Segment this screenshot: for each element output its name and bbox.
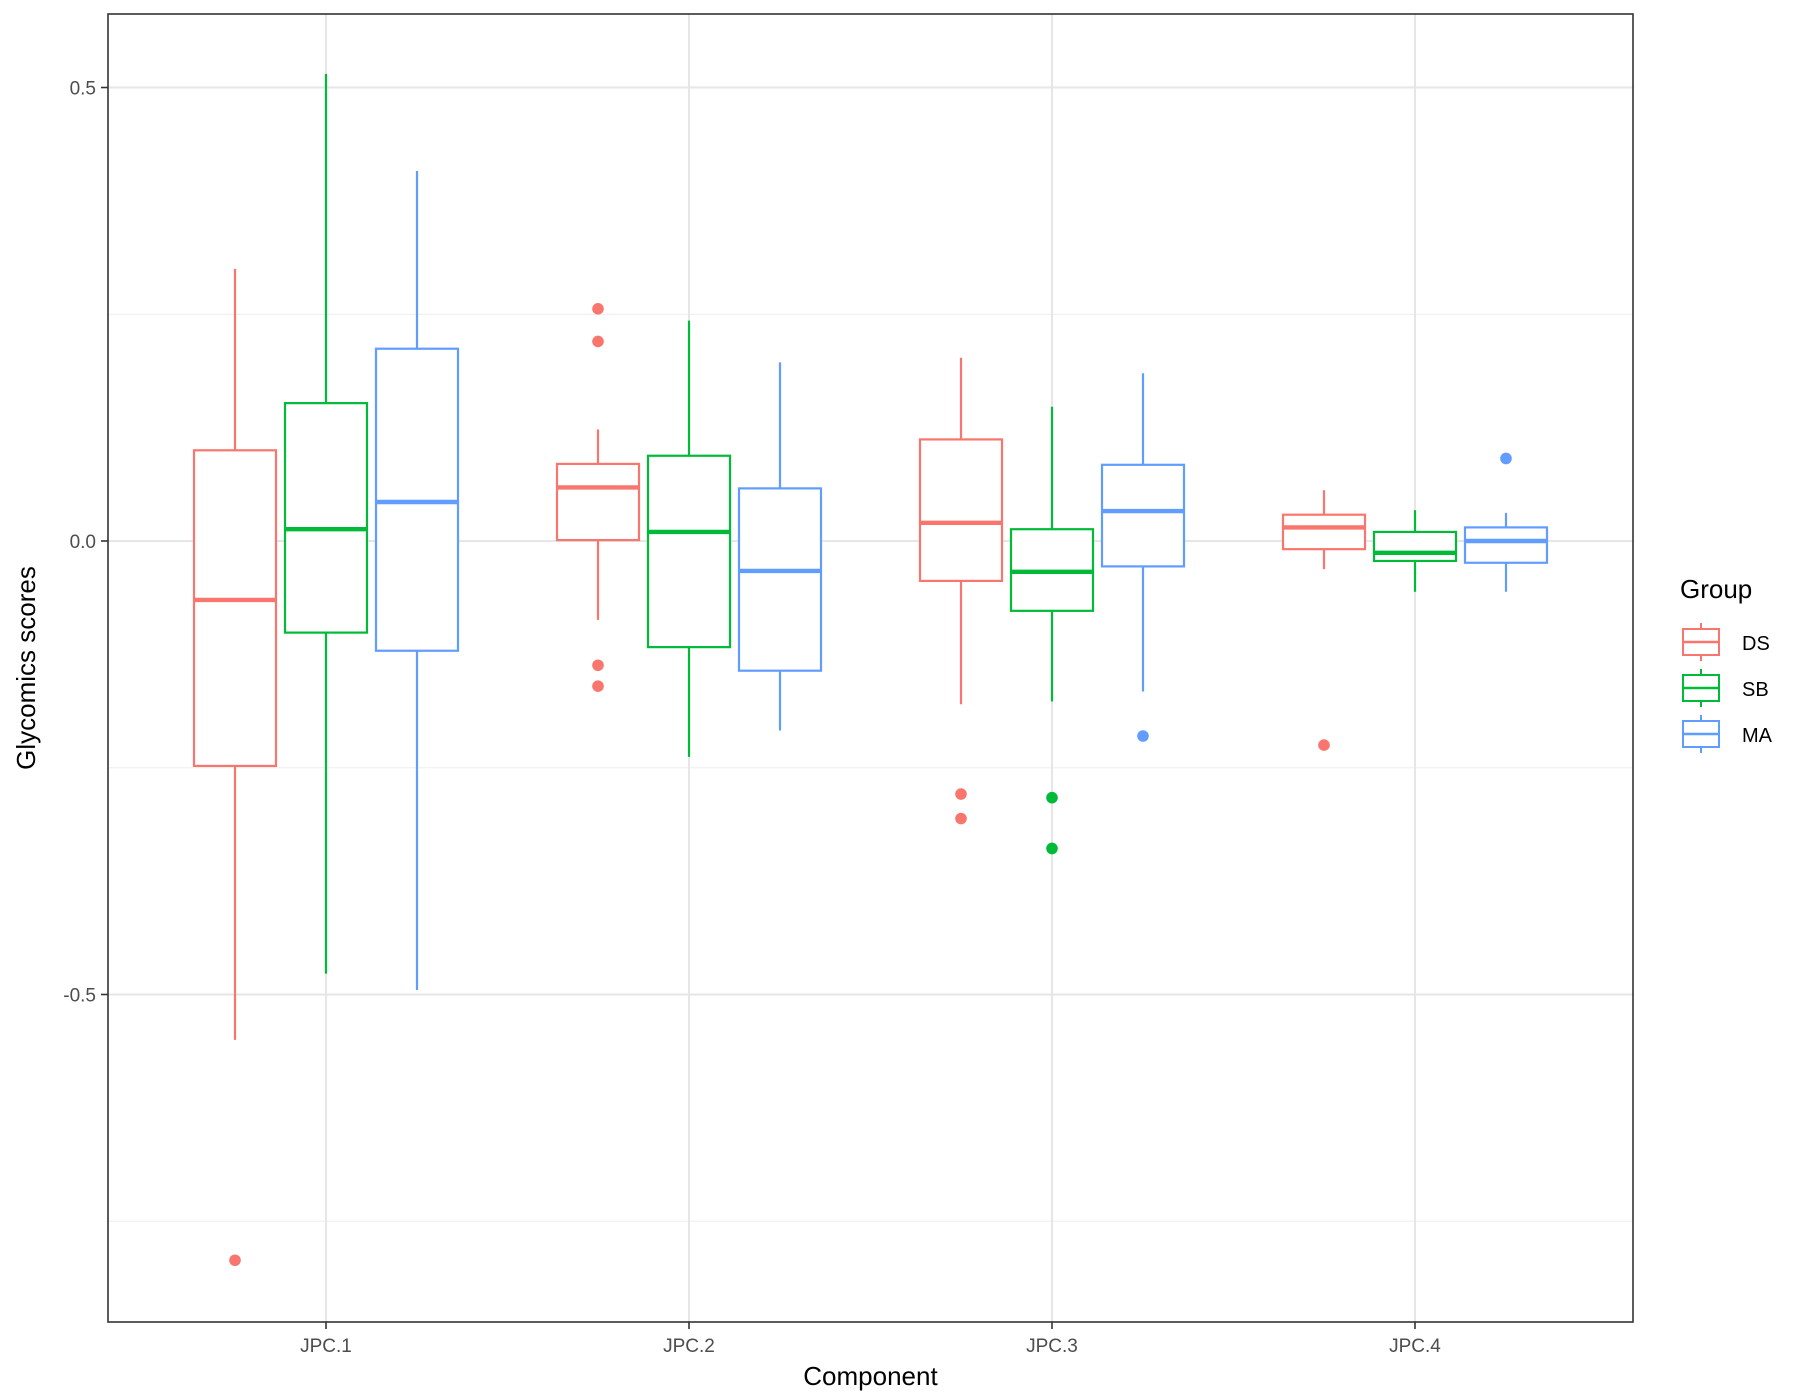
box-iqr	[918, 438, 1004, 583]
box-MA-JPC.3	[1100, 373, 1186, 742]
box-MA-JPC.2	[737, 362, 823, 731]
x-tick-label: JPC.2	[663, 1336, 715, 1357]
outlier-point	[1318, 739, 1330, 751]
legend-label: SB	[1742, 679, 1769, 701]
box-iqr	[1372, 530, 1458, 563]
box-iqr	[737, 487, 823, 672]
box-iqr	[555, 462, 641, 542]
box-iqr	[646, 454, 732, 649]
outlier-point	[955, 788, 967, 800]
box-MA-JPC.1	[374, 170, 460, 990]
box-SB-JPC.4	[1372, 510, 1458, 592]
box-iqr	[192, 449, 278, 768]
x-tick-label: JPC.4	[1389, 1336, 1441, 1357]
box-SB-JPC.3	[1009, 406, 1095, 855]
x-axis-title: Component	[803, 1361, 938, 1391]
plot-panel-border	[107, 13, 1634, 1323]
y-axis-title: Glycomics scores	[11, 566, 41, 770]
axes: 0.5 0.0 -0.5 JPC.1 JPC.2 JPC.3 JPC.4	[63, 79, 1441, 1358]
outlier-point	[592, 303, 604, 315]
legend-item-DS: DS	[1682, 623, 1770, 661]
x-tick-label: JPC.3	[1026, 1336, 1078, 1357]
legend-label: DS	[1742, 633, 1770, 655]
legend: Group DS SB MA	[1680, 574, 1773, 753]
box-SB-JPC.2	[646, 320, 732, 757]
legend-label: MA	[1742, 725, 1773, 747]
y-tick-label: 0.0	[70, 532, 96, 553]
box-iqr	[374, 347, 460, 652]
outlier-point	[1137, 730, 1149, 742]
box-iqr	[1463, 526, 1549, 564]
outlier-point	[229, 1254, 241, 1267]
outlier-point	[592, 659, 604, 672]
outlier-point	[592, 680, 604, 692]
y-tick-label: -0.5	[63, 986, 96, 1007]
box-DS-JPC.1	[192, 268, 278, 1267]
outlier-point	[592, 335, 604, 348]
box-iqr	[1281, 513, 1367, 551]
box-MA-JPC.4	[1463, 452, 1549, 592]
outlier-point	[1046, 842, 1058, 855]
box-DS-JPC.2	[555, 303, 641, 692]
legend-item-SB: SB	[1682, 669, 1769, 707]
y-tick-label: 0.5	[70, 79, 96, 100]
legend-item-MA: MA	[1682, 715, 1773, 753]
legend-title: Group	[1680, 574, 1752, 604]
x-tick-label: JPC.1	[300, 1336, 352, 1357]
box-iqr	[1100, 463, 1186, 568]
outlier-point	[1046, 791, 1058, 804]
box-DS-JPC.3	[918, 357, 1004, 825]
box-iqr	[283, 402, 369, 634]
outlier-point	[1500, 452, 1512, 465]
box-DS-JPC.4	[1281, 490, 1367, 751]
box-SB-JPC.1	[283, 73, 369, 974]
outlier-point	[955, 812, 967, 825]
grid-lines	[108, 14, 1633, 1322]
box-marks	[192, 73, 1549, 1267]
